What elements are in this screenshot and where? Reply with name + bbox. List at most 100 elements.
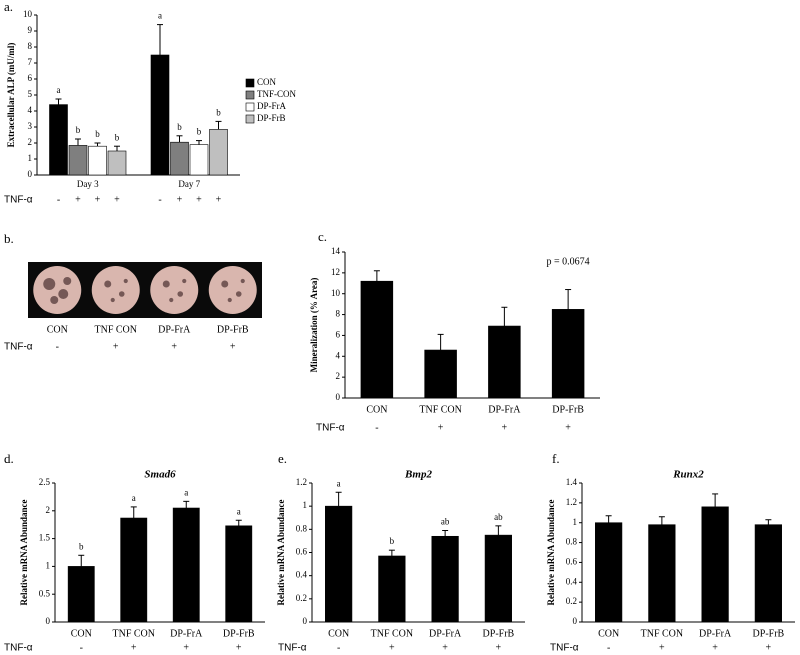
well-spot [43, 278, 56, 290]
legend-swatch [245, 78, 255, 88]
significance-letter: b [216, 107, 221, 117]
x-tick-label: Day 7 [178, 179, 200, 189]
tnf-sign: + [712, 642, 718, 653]
y-tick-label: 14 [331, 246, 341, 256]
bar [68, 145, 88, 176]
x-tick-label: DP-FrB [552, 404, 584, 415]
x-tick-label: TNF CON [641, 628, 684, 639]
y-tick-label: 3 [28, 121, 33, 131]
well [91, 266, 140, 314]
significance-letter: b [76, 125, 81, 135]
y-tick-label: 1.5 [39, 533, 51, 543]
tnf-sign: + [177, 194, 183, 205]
tnf-sign: + [131, 642, 137, 653]
y-tick-label: 2 [336, 371, 341, 381]
well-spot [240, 278, 245, 284]
tnf-sign: - [56, 341, 59, 352]
significance-letter: a [237, 506, 241, 516]
tnf-sign: + [565, 422, 571, 433]
well-label: DP-FrA [158, 324, 191, 335]
bar [551, 309, 585, 399]
bar [120, 517, 148, 623]
x-tick-label: DP-FrA [488, 404, 521, 415]
y-tick-label: 6 [28, 73, 33, 83]
bar [754, 524, 782, 623]
well-spot [58, 289, 69, 299]
y-tick-label: 0.4 [566, 576, 578, 586]
well-spot [123, 278, 128, 284]
well-label: CON [47, 324, 68, 335]
tnf-sign: + [389, 642, 395, 653]
chart-title: Runx2 [672, 469, 704, 481]
panel-label: f. [552, 451, 560, 466]
tnf-sign: - [80, 642, 83, 653]
legend-swatch [245, 102, 255, 112]
tnf-sign: - [57, 194, 60, 205]
tnf-sign: - [375, 422, 378, 433]
bar [378, 555, 406, 623]
y-tick-label: 0.2 [296, 593, 307, 603]
well-spot [162, 280, 170, 288]
y-tick-label: 0 [336, 392, 341, 402]
y-tick-label: 8 [28, 41, 33, 51]
y-tick-label: 2.5 [39, 477, 51, 487]
y-tick-label: 1.2 [566, 497, 577, 507]
well-spot [104, 280, 112, 288]
tnf-sign: + [442, 642, 448, 653]
tnf-label: TNF-α [278, 643, 307, 654]
well-label: DP-FrB [217, 324, 249, 335]
tnf-sign: + [236, 642, 242, 653]
y-tick-label: 2 [28, 137, 33, 147]
bar [107, 150, 127, 176]
x-tick-label: DP-FrA [170, 628, 203, 639]
x-tick-label: TNF CON [371, 628, 414, 639]
x-tick-label: DP-FrB [753, 628, 785, 639]
y-tick-label: 8 [336, 309, 341, 319]
tnf-sign: - [337, 642, 340, 653]
panel-label: b. [4, 231, 14, 246]
y-tick-label: 0 [28, 169, 33, 179]
legend-swatch [245, 114, 255, 124]
significance-letter: a [337, 478, 341, 488]
x-tick-label: CON [366, 404, 387, 415]
chart-title: Bmp2 [404, 469, 432, 481]
bar [648, 524, 676, 623]
tnf-sign: + [196, 194, 202, 205]
well [33, 266, 82, 314]
significance-letter: a [158, 11, 162, 21]
well-spot [235, 291, 242, 297]
x-tick-label: TNF CON [112, 628, 155, 639]
significance-letter: a [132, 493, 136, 503]
tnf-sign: - [158, 194, 161, 205]
bar [67, 566, 95, 623]
tnf-sign: + [502, 422, 508, 433]
y-tick-label: 12 [331, 267, 340, 277]
y-tick-label: 1 [28, 153, 33, 163]
tnf-sign: + [766, 642, 772, 653]
bar [701, 506, 729, 623]
y-axis-label: Relative mRNA Abundance [546, 499, 556, 605]
significance-letter: b [390, 536, 395, 546]
y-tick-label: 9 [28, 25, 33, 35]
y-tick-label: 0 [46, 616, 51, 626]
x-tick-label: DP-FrB [223, 628, 255, 639]
well-spot [50, 296, 59, 304]
y-tick-label: 0 [303, 616, 308, 626]
tnf-sign: + [75, 194, 81, 205]
well [208, 266, 257, 314]
tnf-label: TNF-α [4, 643, 33, 654]
significance-letter: a [57, 85, 61, 95]
y-tick-label: 0 [573, 616, 578, 626]
tnf-sign: + [659, 642, 665, 653]
y-tick-label: 6 [336, 329, 341, 339]
y-tick-label: 0.2 [566, 596, 577, 606]
y-tick-label: 0.8 [296, 523, 308, 533]
legend-label: CON [257, 77, 277, 87]
y-axis-label: Relative mRNA Abundance [276, 499, 286, 605]
significance-letter: ab [441, 517, 450, 527]
tnf-sign: + [230, 341, 236, 352]
y-tick-label: 1.2 [296, 477, 307, 487]
significance-letter: a [184, 487, 188, 497]
well-spot [177, 291, 184, 297]
